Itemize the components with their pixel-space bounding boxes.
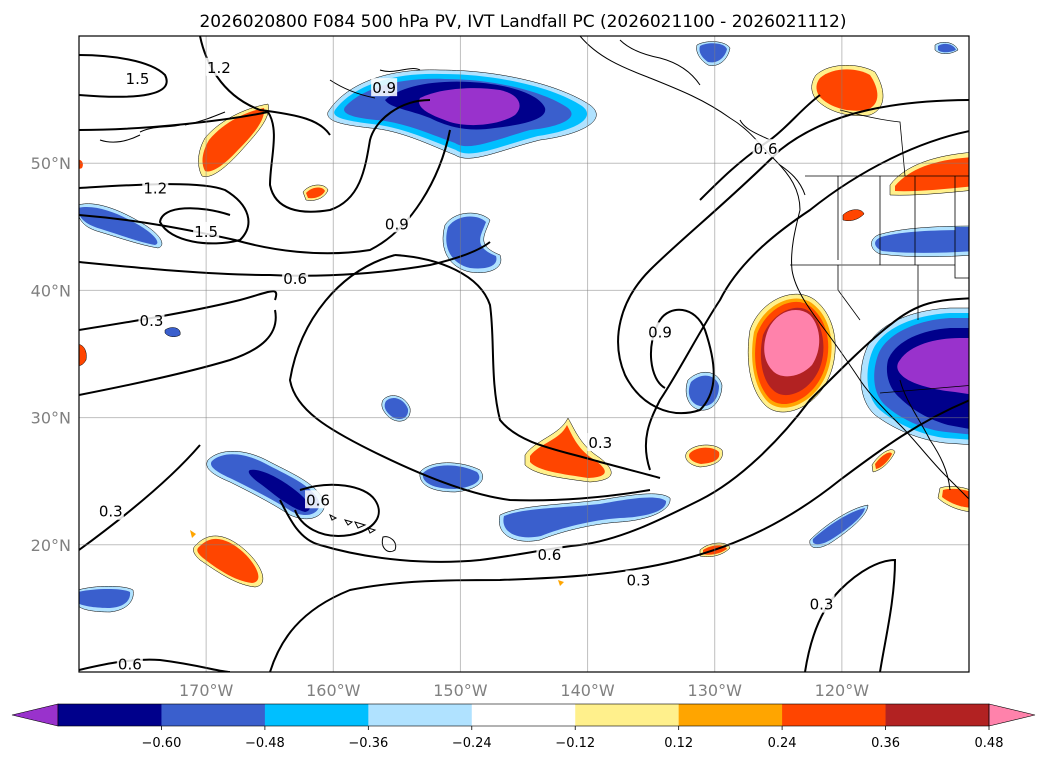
coastlines bbox=[99, 36, 969, 500]
contour-label: 0.6 bbox=[283, 270, 307, 288]
colorbar-segment bbox=[58, 704, 162, 726]
contour-label-bg bbox=[116, 654, 143, 673]
pv-contours bbox=[79, 36, 969, 672]
contour-label-bg bbox=[625, 570, 652, 589]
longitude-tick-label: 140°W bbox=[560, 681, 615, 700]
contour-label-bg bbox=[205, 57, 232, 76]
positive-anomaly-california bbox=[747, 293, 836, 413]
map-panel: 1.5 1.2 1.2 1.5 0.9 0.9 0.6 0.3 0.6 0.9 0.3 0.6 0.3 0… bbox=[31, 35, 970, 700]
colorbar-tick-label: −0.24 bbox=[452, 736, 492, 751]
contour-label: 0.9 bbox=[372, 79, 396, 97]
colorbar-segment bbox=[264, 704, 369, 726]
contour-label: 0.3 bbox=[99, 503, 123, 521]
gridlines bbox=[79, 36, 969, 672]
longitude-labels: 170°W 160°W 150°W 140°W 130°W 120°W bbox=[179, 681, 869, 700]
positive-anomaly-patches bbox=[79, 65, 969, 588]
colorbar-labels: −0.60 −0.48 −0.36 −0.24 −0.12 0.12 0.24 0.36 0.4… bbox=[142, 726, 1004, 751]
colorbar-segment bbox=[161, 704, 266, 726]
contour-label-bg bbox=[142, 178, 169, 197]
contour-label-bg bbox=[97, 501, 124, 520]
figure-title: 2026020800 F084 500 hPa PV, IVT Landfall… bbox=[199, 12, 846, 32]
contour-label: 1.5 bbox=[126, 70, 150, 88]
contour-label: 0.3 bbox=[588, 434, 612, 452]
latitude-labels: 50°N 40°N 30°N 20°N bbox=[31, 154, 71, 555]
contour-label: 0.3 bbox=[810, 596, 834, 614]
contour-label: 0.3 bbox=[140, 312, 164, 330]
contour-label-bg bbox=[383, 214, 410, 233]
contour-label-bg bbox=[282, 268, 309, 287]
contour-label-bg bbox=[536, 544, 563, 563]
colorbar-tick-label: −0.36 bbox=[348, 736, 388, 751]
colorbar: −0.60 −0.48 −0.36 −0.24 −0.12 0.12 0.24 0.36 0.4… bbox=[11, 703, 1036, 751]
contour-label: 0.6 bbox=[306, 491, 330, 509]
contour-label-bg bbox=[752, 139, 779, 158]
contour-label-bg bbox=[808, 594, 835, 613]
colorbar-segments bbox=[11, 703, 1036, 727]
colorbar-tick-label: −0.60 bbox=[142, 736, 182, 751]
contour-label: 0.9 bbox=[648, 323, 672, 341]
contour-label-bg bbox=[305, 490, 332, 509]
latitude-tick-label: 20°N bbox=[31, 536, 71, 555]
contour-label-bg bbox=[193, 221, 220, 240]
colorbar-tick-label: −0.12 bbox=[555, 736, 595, 751]
longitude-tick-label: 160°W bbox=[306, 681, 361, 700]
contour-label: 0.6 bbox=[118, 655, 142, 673]
colorbar-tick-label: 0.12 bbox=[664, 736, 693, 751]
negative-anomaly-patches bbox=[79, 41, 969, 613]
contour-label: 0.6 bbox=[754, 140, 778, 158]
contour-labels: 1.5 1.2 1.2 1.5 0.9 0.9 0.6 0.3 0.6 0.9 0.3 0.6 0.3 0… bbox=[97, 57, 835, 673]
longitude-tick-label: 170°W bbox=[179, 681, 234, 700]
colorbar-frame bbox=[57, 703, 990, 727]
colorbar-tick-label: 0.24 bbox=[768, 736, 797, 751]
contour-label: 1.2 bbox=[207, 59, 231, 77]
colorbar-extend-min bbox=[11, 703, 59, 727]
colorbar-segment bbox=[678, 704, 783, 726]
colorbar-segment bbox=[885, 704, 990, 726]
colorbar-tick-label: 0.36 bbox=[871, 736, 900, 751]
latitude-tick-label: 30°N bbox=[31, 409, 71, 428]
contour-label-bg bbox=[138, 310, 165, 329]
negative-anomaly-west-na bbox=[860, 307, 969, 445]
latitude-tick-label: 40°N bbox=[31, 281, 71, 300]
longitude-tick-label: 130°W bbox=[688, 681, 743, 700]
colorbar-segment bbox=[471, 704, 576, 726]
colorbar-segment bbox=[368, 704, 473, 726]
longitude-tick-label: 120°W bbox=[815, 681, 870, 700]
colorbar-extend-max bbox=[988, 703, 1036, 727]
colorbar-tick-label: −0.48 bbox=[245, 736, 285, 751]
colorbar-segment bbox=[782, 704, 887, 726]
contour-label-bg bbox=[647, 322, 674, 341]
contour-label: 1.2 bbox=[143, 180, 167, 198]
map-frame bbox=[78, 35, 970, 673]
contour-label-bg bbox=[371, 78, 398, 97]
contour-label-bg bbox=[124, 69, 151, 88]
contour-label: 0.3 bbox=[626, 571, 650, 589]
colorbar-tick-label: 0.48 bbox=[975, 736, 1004, 751]
contour-label: 0.9 bbox=[385, 215, 409, 233]
latitude-tick-label: 50°N bbox=[31, 154, 71, 173]
contour-label-bg bbox=[587, 433, 614, 452]
contour-label: 1.5 bbox=[194, 223, 218, 241]
colorbar-segment bbox=[575, 704, 680, 726]
longitude-tick-label: 150°W bbox=[433, 681, 488, 700]
contour-label: 0.6 bbox=[537, 546, 561, 564]
